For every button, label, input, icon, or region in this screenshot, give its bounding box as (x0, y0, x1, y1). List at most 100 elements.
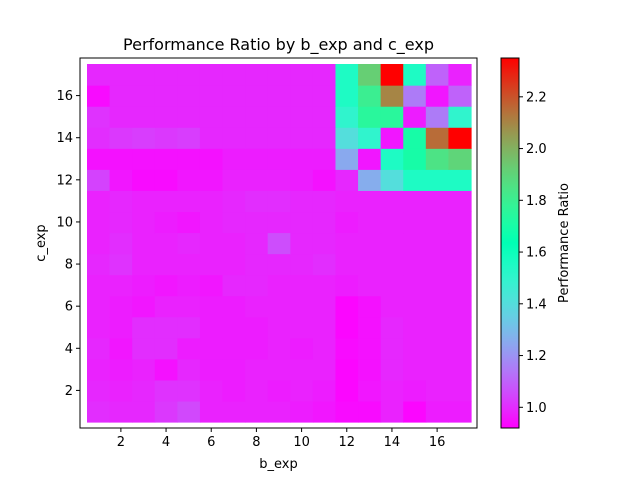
heatmap-cell (132, 85, 156, 107)
heatmap-cell (403, 85, 427, 107)
heatmap-cell (312, 400, 337, 423)
heatmap-cell (132, 337, 156, 360)
heatmap-cell (87, 106, 111, 128)
heatmap-cell (154, 127, 178, 149)
heatmap-cell (425, 64, 450, 86)
heatmap-cell (380, 274, 404, 297)
heatmap-cell (199, 295, 224, 318)
heatmap-cell (290, 358, 314, 381)
heatmap-cell (448, 85, 472, 107)
heatmap-cell (132, 295, 156, 318)
heatmap-cell (177, 295, 201, 318)
colorbar-tick-label: 2.0 (526, 142, 547, 157)
heatmap-cell (448, 211, 472, 234)
heatmap-cell (199, 169, 224, 191)
heatmap-cell (109, 337, 133, 360)
heatmap-cell (290, 253, 314, 276)
heatmap-cell (335, 316, 359, 339)
heatmap-cell (425, 169, 450, 191)
heatmap-cell (132, 64, 156, 86)
heatmap-cell (87, 85, 111, 107)
heatmap-cell (245, 253, 269, 276)
heatmap-cell (87, 211, 111, 234)
x-tick-label: 2 (117, 435, 125, 450)
heatmap-cell (245, 232, 269, 255)
heatmap-cell (132, 358, 156, 381)
y-axis-label: c_exp (34, 224, 49, 261)
heatmap-cell (109, 274, 133, 297)
y-axis: 2 4 6 8 10 12 14 16 (56, 89, 80, 399)
heatmap-cell (312, 211, 337, 234)
heatmap-cell (358, 232, 382, 255)
heatmap-cell (87, 127, 111, 149)
heatmap-cell (448, 316, 472, 339)
heatmap-cell (132, 232, 156, 255)
heatmap-cell (312, 127, 337, 149)
heatmap-cell (87, 400, 111, 423)
heatmap-cell (199, 190, 224, 213)
heatmap-cell (290, 127, 314, 149)
heatmap-cell (109, 64, 133, 86)
heatmap-cell (199, 232, 224, 255)
heatmap-cell (132, 190, 156, 213)
x-tick-label: 10 (293, 435, 310, 450)
colorbar-tick-label: 1.6 (526, 246, 547, 261)
heatmap-cell (403, 190, 427, 213)
heatmap-cell (380, 106, 404, 128)
heatmap-cell (290, 169, 314, 191)
heatmap-cell (448, 253, 472, 276)
heatmap-cell (403, 64, 427, 86)
heatmap-cell (358, 64, 382, 86)
heatmap-cell (177, 106, 201, 128)
heatmap-cell (335, 400, 359, 423)
heatmap-cell (245, 85, 269, 107)
heatmap-cell (448, 295, 472, 318)
heatmap-cell (177, 211, 201, 234)
heatmap-cell (177, 232, 201, 255)
heatmap-cell (358, 127, 382, 149)
heatmap-cell (335, 169, 359, 191)
heatmap-cell (267, 253, 291, 276)
heatmap-cell (335, 64, 359, 86)
heatmap-cell (199, 64, 224, 86)
heatmap-cell (425, 316, 450, 339)
heatmap-cell (403, 232, 427, 255)
y-tick-label: 2 (65, 384, 73, 399)
heatmap-cell (312, 232, 337, 255)
heatmap-cell (290, 316, 314, 339)
heatmap-cell (109, 211, 133, 234)
heatmap-cell (335, 127, 359, 149)
heatmap-cell (335, 190, 359, 213)
heatmap-cell (154, 64, 178, 86)
heatmap-cell (245, 295, 269, 318)
x-axis-label: b_exp (259, 457, 297, 472)
heatmap-cell (222, 211, 246, 234)
heatmap-cell (290, 64, 314, 86)
heatmap-cell (380, 295, 404, 318)
y-tick-label: 6 (65, 300, 73, 315)
colorbar-tick-label: 1.0 (526, 401, 547, 416)
colorbar-tick-label: 2.2 (526, 90, 547, 105)
heatmap-cell (448, 190, 472, 213)
colorbar-tick-label: 1.8 (526, 194, 547, 209)
heatmap-cell (335, 211, 359, 234)
chart-title: Performance Ratio by b_exp and c_exp (123, 35, 434, 55)
heatmap-cell (87, 337, 111, 360)
heatmap-cell (358, 358, 382, 381)
heatmap-cell (199, 253, 224, 276)
heatmap-cell (222, 106, 246, 128)
heatmap-cell (425, 106, 450, 128)
heatmap-cell (335, 274, 359, 297)
heatmap-cell (199, 127, 224, 149)
x-tick-label: 8 (252, 435, 260, 450)
heatmap-cell (425, 85, 450, 107)
heatmap-cell (222, 295, 246, 318)
heatmap-cell (109, 316, 133, 339)
heatmap-cell (267, 232, 291, 255)
heatmap-cell (154, 169, 178, 191)
heatmap-cell (403, 316, 427, 339)
heatmap-cell (132, 106, 156, 128)
heatmap-cell (290, 379, 314, 402)
heatmap-cell (312, 106, 337, 128)
